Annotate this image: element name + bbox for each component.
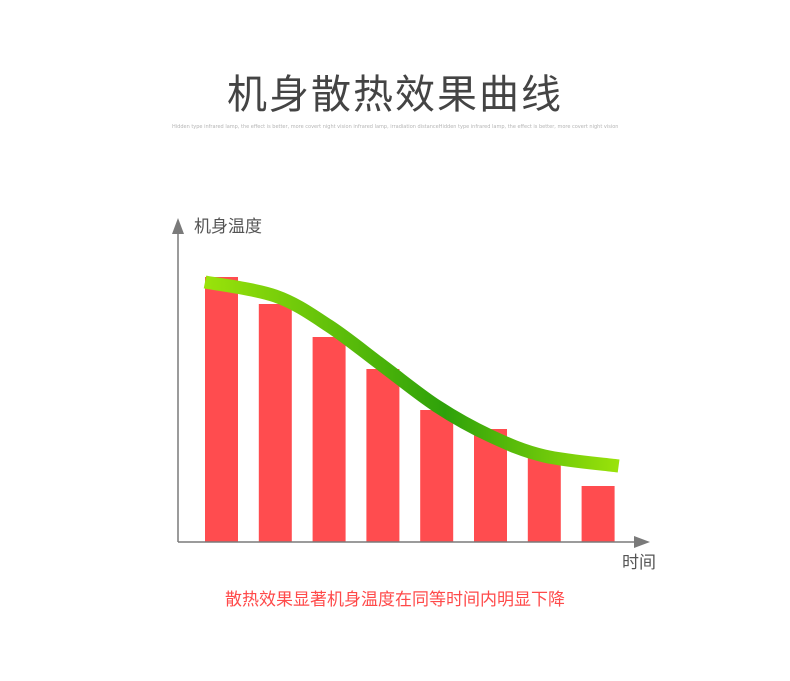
x-axis-label: 时间 [622,553,656,573]
bar-1 [205,277,238,542]
bars-group [205,277,615,542]
y-axis-label: 机身温度 [194,217,262,237]
chart-title: 机身散热效果曲线 [227,72,563,118]
chart-caption: 散热效果显著机身温度在同等时间内明显下降 [225,590,565,610]
y-axis-arrow [172,218,184,234]
trend-curve [203,275,620,473]
chart-subtitle: Hidden type infrared lamp, the effect is… [172,124,618,130]
bar-7 [527,456,561,542]
bar-2 [258,304,292,542]
bar-5 [420,410,454,542]
bar-8 [581,486,615,542]
bar-3 [312,337,346,542]
bar-4 [366,369,400,542]
x-axis-arrow [634,536,650,548]
